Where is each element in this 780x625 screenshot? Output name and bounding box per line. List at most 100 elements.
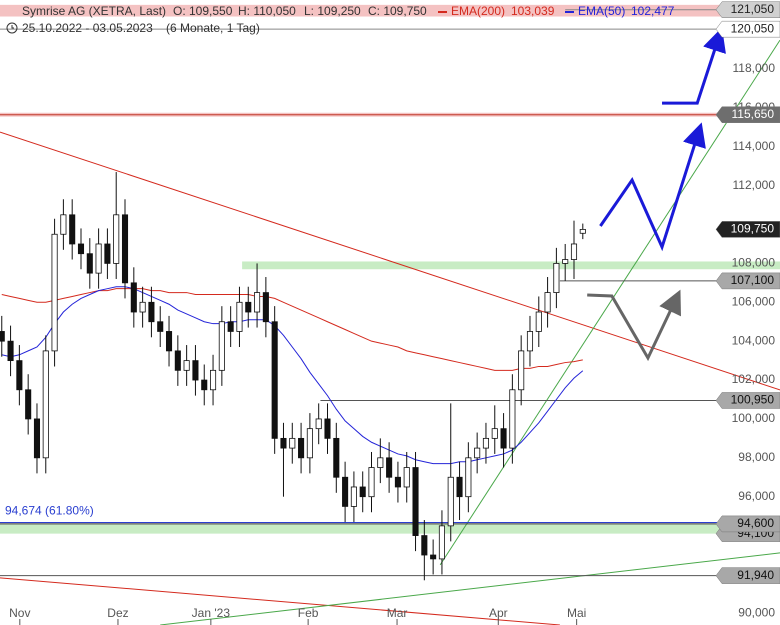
- x-tick-label: Feb: [298, 606, 319, 620]
- candle-body: [394, 476, 401, 488]
- level-box: [715, 515, 780, 533]
- candle-body: [130, 282, 137, 313]
- level-label: 100,950: [731, 393, 775, 407]
- candle-body: [579, 228, 586, 234]
- trendline: [0, 131, 780, 391]
- candle-body: [227, 321, 234, 332]
- candle-body: [315, 418, 322, 430]
- candle-body: [403, 467, 410, 488]
- level-box: [715, 567, 780, 584]
- candle-body: [430, 554, 437, 560]
- period: (6 Monate, 1 Tag): [166, 21, 260, 35]
- x-tick-label: Apr: [489, 606, 508, 620]
- ema-line: [1, 288, 583, 371]
- legend-name: EMA(200): [451, 4, 505, 18]
- candle-body: [306, 428, 313, 459]
- y-tick-label: 96,000: [738, 489, 775, 503]
- candle-body: [368, 467, 375, 498]
- trendline: [160, 552, 780, 625]
- candle-body: [421, 535, 428, 556]
- candle-body: [324, 418, 331, 439]
- x-tick-label: Mar: [387, 606, 408, 620]
- candle-body: [25, 389, 32, 420]
- candle-body: [148, 301, 155, 323]
- candle-body: [42, 350, 49, 459]
- candle-body: [174, 350, 181, 371]
- trendline: [439, 39, 780, 566]
- candle-body: [7, 340, 14, 362]
- candle-body: [16, 360, 23, 391]
- level-box: [715, 392, 780, 409]
- zone: [242, 261, 780, 270]
- low-label: L: 109,250: [304, 4, 361, 18]
- level-label: 94,600: [737, 516, 774, 530]
- x-tick-label: Nov: [9, 606, 30, 620]
- candle-body: [51, 233, 58, 352]
- candle-body: [509, 389, 516, 449]
- candle-body: [254, 292, 261, 313]
- candle-body: [245, 301, 252, 313]
- level-box: [715, 272, 780, 290]
- high-label: H: 110,050: [238, 4, 296, 18]
- level-box: [715, 1, 780, 18]
- candle-body: [113, 214, 120, 264]
- candle-body: [377, 457, 384, 468]
- candle-body: [165, 331, 173, 352]
- candle-body: [500, 428, 507, 449]
- candle-body: [121, 214, 129, 284]
- legend-value: 103,039: [511, 4, 555, 18]
- candle-body: [544, 292, 551, 313]
- x-tick-label: Dez: [107, 606, 128, 620]
- close-label: C: 109,750: [368, 4, 427, 18]
- candle-body: [553, 263, 560, 293]
- open-label: O: 109,550: [173, 4, 233, 18]
- level-label: 115,650: [732, 107, 775, 121]
- y-tick-label: 108,000: [732, 256, 776, 270]
- legend-name: EMA(50): [578, 4, 625, 18]
- candle-body: [139, 301, 146, 313]
- level-label: 107,100: [731, 273, 775, 287]
- y-tick-label: 102,000: [732, 372, 776, 386]
- trendline: [0, 577, 560, 625]
- candle-body: [201, 379, 208, 391]
- candle-body: [86, 253, 93, 274]
- level-box: [715, 20, 780, 38]
- y-tick-label: 118,000: [733, 61, 776, 75]
- projection-arrow: [587, 289, 681, 362]
- x-tick-label: Mai: [567, 606, 586, 620]
- candle-body: [482, 437, 490, 449]
- candle-body: [562, 259, 569, 264]
- candle-body: [289, 437, 296, 449]
- candle-body: [350, 486, 357, 507]
- candle-body: [271, 321, 278, 439]
- candle-body: [526, 331, 534, 352]
- zone: [0, 523, 780, 534]
- candle-body: [236, 301, 243, 332]
- level-label: 91,940: [737, 568, 774, 582]
- candle-body: [69, 214, 76, 245]
- candle-body: [298, 437, 305, 459]
- candle-body: [535, 311, 542, 332]
- level-label: 121,050: [731, 2, 775, 16]
- candle-body: [280, 437, 287, 449]
- candle-body: [359, 486, 366, 498]
- candle-body: [465, 457, 472, 498]
- candle-body: [447, 476, 454, 527]
- candle-body: [218, 321, 225, 371]
- y-tick-label: 100,000: [732, 411, 776, 425]
- zone: [0, 4, 780, 17]
- candle-body: [412, 467, 419, 536]
- candle-body: [77, 243, 85, 255]
- candle-body: [570, 243, 578, 260]
- candle-body: [210, 369, 217, 391]
- candle-body: [183, 360, 190, 371]
- clock-hand: [11, 25, 14, 29]
- candle-body: [386, 457, 393, 478]
- projection-arrow: [662, 27, 726, 105]
- candle-body: [474, 447, 481, 459]
- candle-body: [262, 292, 269, 323]
- y-tick-label: 104,000: [732, 333, 776, 347]
- y-tick-label: 98,000: [738, 450, 775, 464]
